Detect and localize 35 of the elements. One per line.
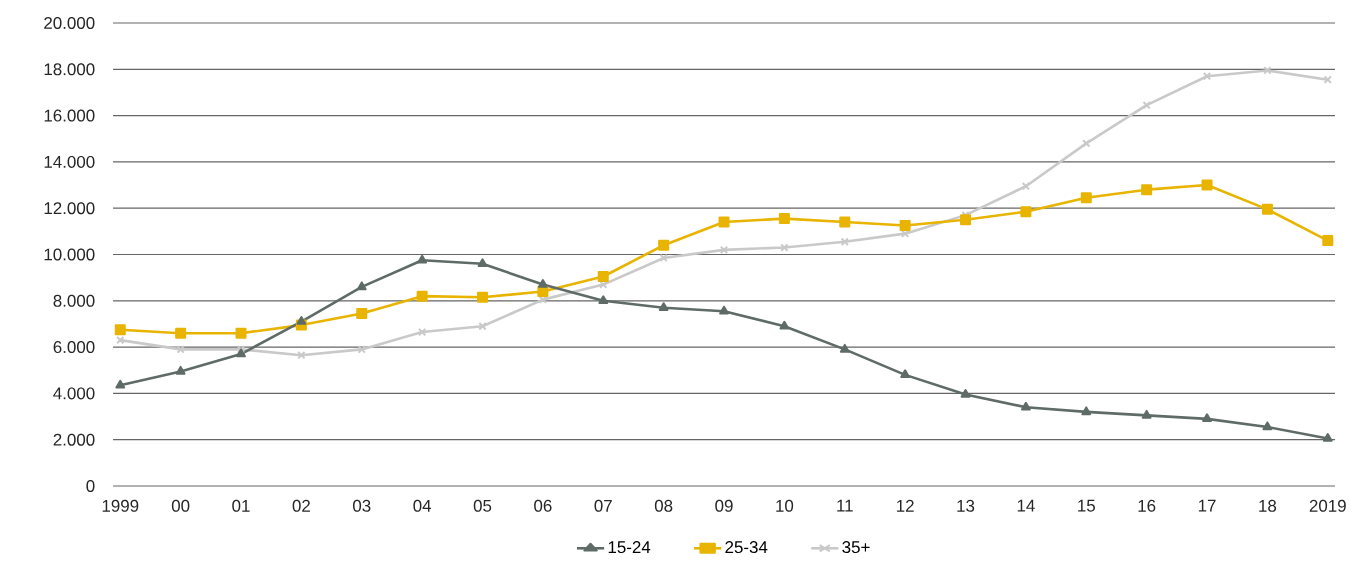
x-tick-label: 11: [837, 499, 853, 512]
legend-label: 35+: [842, 541, 870, 554]
x-tick-label: 03: [353, 499, 371, 512]
x-tick-label: 10: [776, 499, 794, 512]
x-tick-label: 00: [171, 499, 190, 512]
x-tick-label: 06: [534, 499, 552, 512]
x-tick-label: 14: [1017, 499, 1035, 512]
legend-label: 15-24: [608, 541, 651, 554]
y-tick-label: 18.000: [44, 63, 95, 76]
x-tick-label: 1999: [102, 499, 139, 512]
x-tick-label: 12: [897, 499, 914, 512]
y-tick-label: 8.000: [53, 294, 95, 307]
y-tick-label: 2.000: [53, 433, 95, 446]
x-tick-label: 05: [473, 499, 492, 512]
y-tick-label: 0: [86, 479, 95, 492]
y-tick-label: 20.000: [44, 16, 95, 29]
x-tick-label: 02: [292, 499, 310, 512]
y-tick-label: 12.000: [44, 202, 95, 215]
x-tick-label: 01: [232, 499, 250, 512]
x-tick-label: 04: [413, 499, 432, 512]
x-tick-label: 16: [1138, 499, 1156, 512]
y-tick-label: 4.000: [53, 387, 95, 400]
x-tick-label: 08: [654, 499, 673, 512]
y-tick-label: 16.000: [44, 109, 95, 122]
x-tick-label: 13: [957, 499, 975, 512]
x-tick-label: 17: [1198, 499, 1216, 512]
y-tick-label: 14.000: [44, 155, 95, 168]
y-tick-label: 10.000: [44, 248, 95, 261]
x-tick-label: 15: [1078, 499, 1095, 512]
x-tick-label: 07: [594, 499, 612, 512]
legend-label: 25-34: [725, 541, 768, 554]
y-tick-label: 6.000: [53, 341, 95, 354]
x-tick-label: 18: [1259, 499, 1277, 512]
x-tick-label: 09: [715, 499, 733, 512]
x-tick-label: 2019: [1309, 499, 1346, 512]
